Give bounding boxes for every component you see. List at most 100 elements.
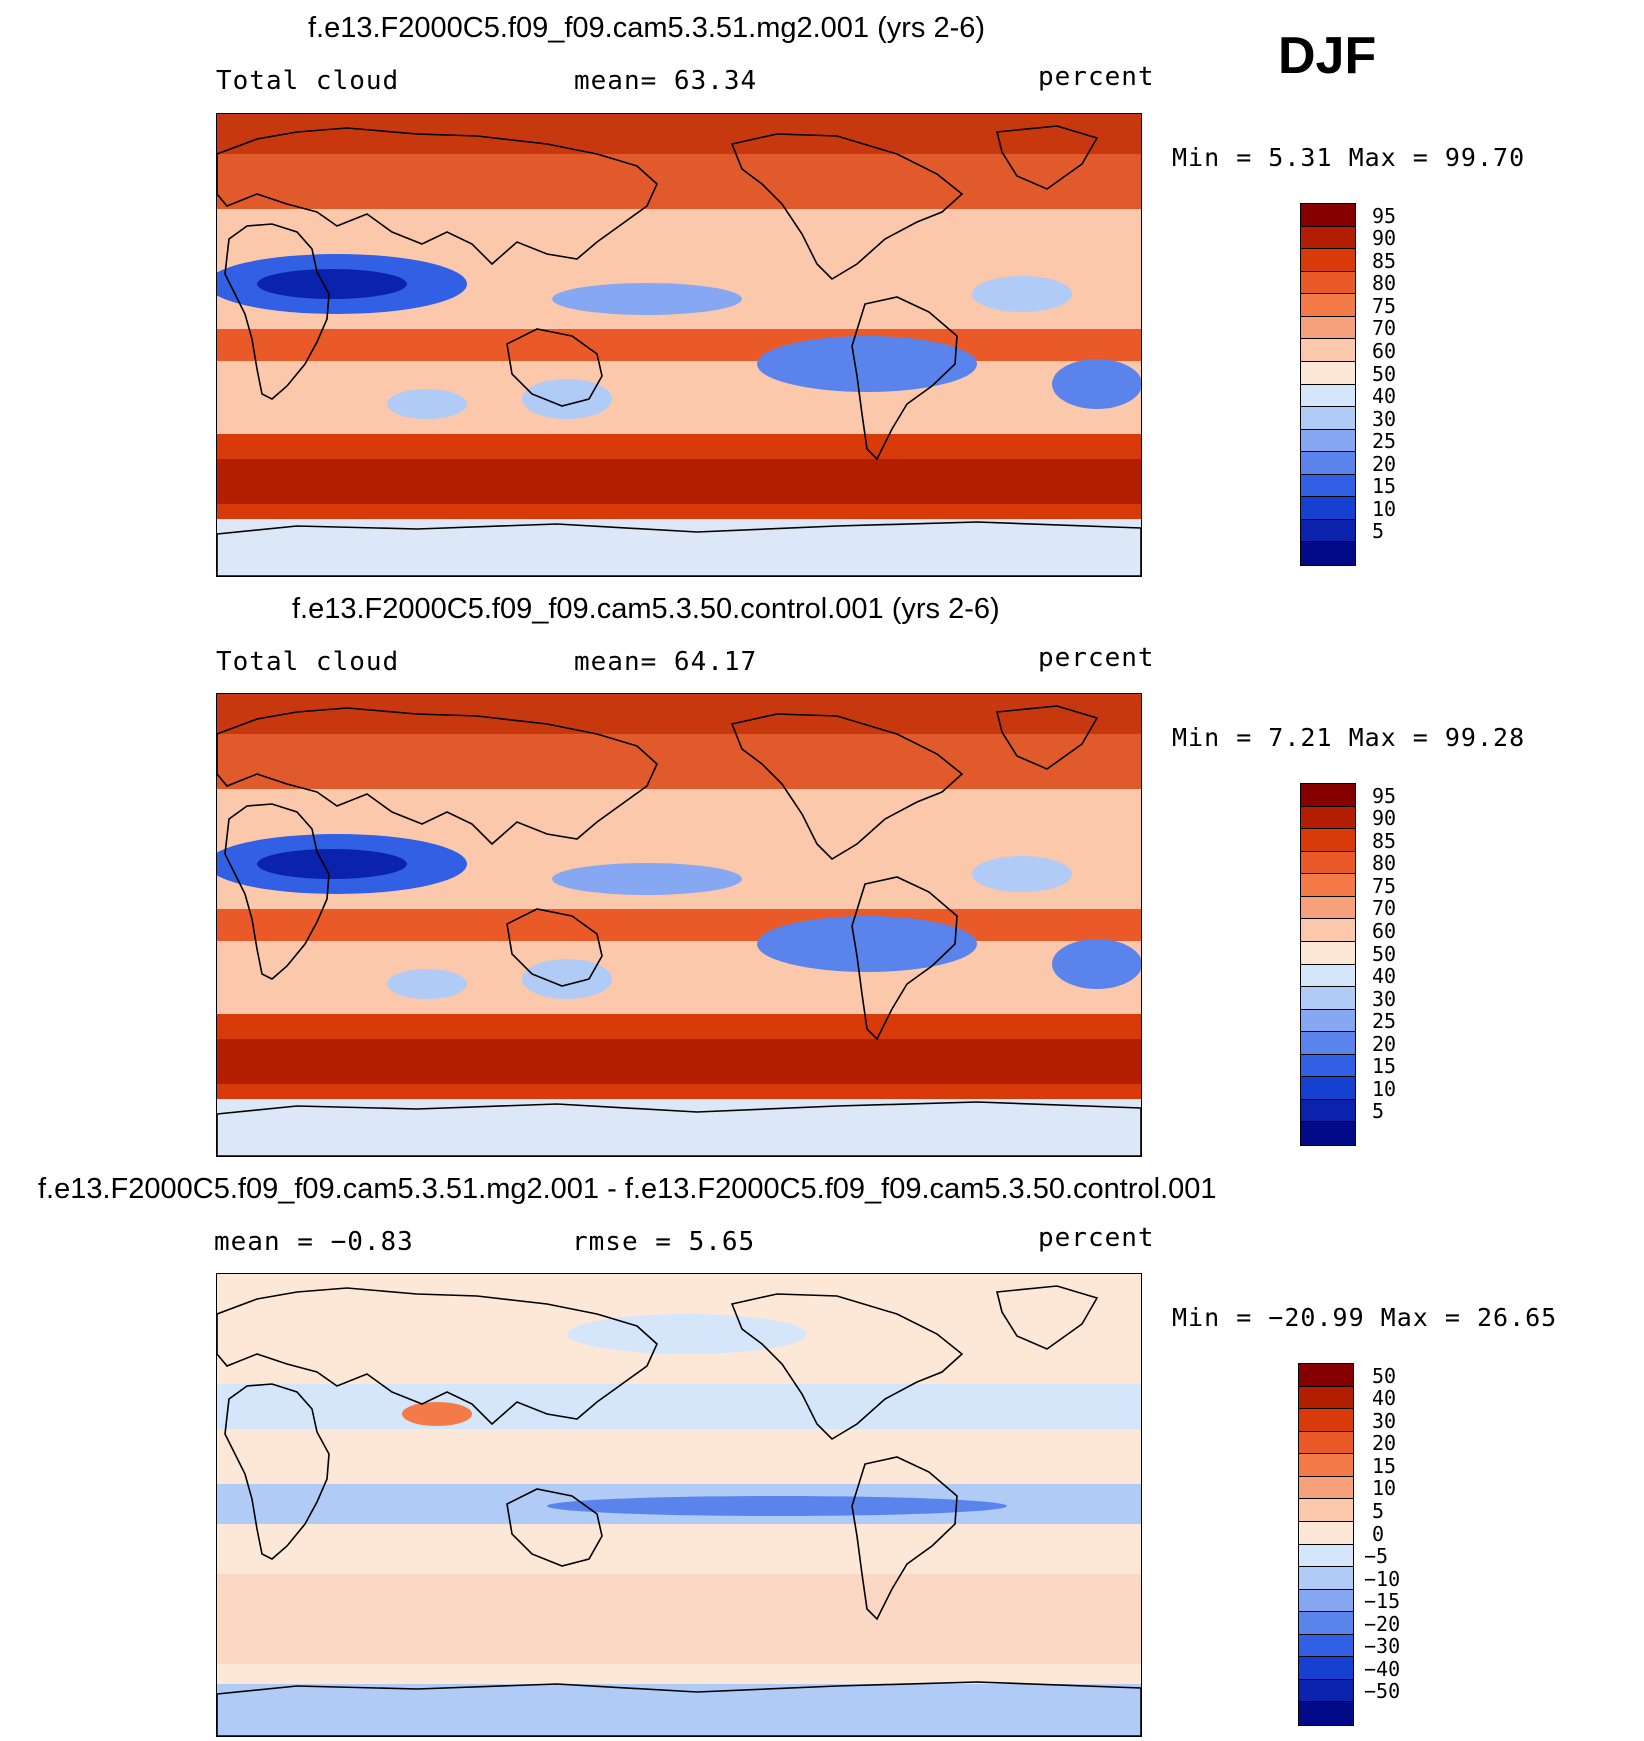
coastline (730, 713, 964, 861)
colorbar-swatch (1299, 1589, 1353, 1613)
indian-ocean-clear (387, 969, 467, 999)
colorbar-swatch (1299, 1634, 1353, 1658)
colorbar-tick-label: 25 (1372, 429, 1397, 454)
colorbar-swatch (1299, 1386, 1353, 1410)
panel-3-map-svg (217, 1274, 1141, 1736)
panel-3-title: f.e13.F2000C5.f09_f09.cam5.3.51.mg2.001 … (38, 1173, 1217, 1205)
colorbar-swatch (1299, 1431, 1353, 1455)
colorbar-swatch (1301, 497, 1355, 520)
coastline (217, 1287, 658, 1426)
colorbar-swatch (1301, 964, 1355, 988)
southern-ocean-core (217, 1039, 1141, 1084)
panel-1-map (216, 113, 1142, 577)
southern-positive-band (217, 1574, 1141, 1664)
colorbar-tick-label: 10 (1372, 1076, 1397, 1101)
colorbar-tick-label: 30 (1372, 986, 1397, 1011)
colorbar-tick-label: 15 (1372, 1054, 1397, 1079)
colorbar-swatch (1301, 1099, 1355, 1123)
colorbar-tick-label: 70 (1372, 896, 1397, 921)
coastline (730, 133, 964, 281)
colorbar-tick-label: 5 (1372, 1498, 1385, 1523)
panel-1-units-label: percent (1038, 62, 1155, 92)
colorbar-swatch (1301, 874, 1355, 897)
colorbar-tick-label: 30 (1372, 406, 1397, 431)
colorbar-tick-label: 95 (1372, 203, 1397, 228)
colorbar-tick-label: −30 (1364, 1634, 1401, 1659)
colorbar-swatch (1301, 407, 1355, 430)
panel-3-units-label: percent (1038, 1223, 1155, 1253)
colorbar-swatch (1301, 1032, 1355, 1055)
coastline (851, 1456, 958, 1621)
subtropical-band (217, 1384, 1141, 1429)
southeast-pacific-clear (757, 916, 977, 972)
colorbar-swatch (1299, 1521, 1353, 1545)
colorbar-swatch (1299, 1476, 1353, 1500)
north-pacific-subtropics (552, 863, 742, 895)
map-field-layer (217, 1274, 1141, 1736)
colorbar-swatch (1301, 1054, 1355, 1078)
colorbar-swatch (1299, 1567, 1353, 1590)
colorbar-swatch (1301, 384, 1355, 408)
colorbar-tick-label: 0 (1372, 1521, 1385, 1546)
panel-1-title: f.e13.F2000C5.f09_f09.cam5.3.51.mg2.001 … (308, 12, 986, 44)
colorbar-swatch (1301, 851, 1355, 875)
colorbar-swatch (1301, 249, 1355, 272)
north-pacific-negative (567, 1314, 807, 1354)
colorbar-swatch (1301, 339, 1355, 362)
colorbar-tick-label: 60 (1372, 918, 1397, 943)
coastline (224, 223, 330, 400)
colorbar-tick-label: 40 (1372, 1386, 1397, 1411)
itcz-band (217, 329, 1141, 361)
colorbar-swatch (1301, 429, 1355, 453)
colorbar-tick-label: 20 (1372, 451, 1397, 476)
coastline (224, 1383, 330, 1560)
colorbar-tick-label: 50 (1372, 941, 1397, 966)
coastline (851, 876, 958, 1041)
colorbar-swatch (1299, 1679, 1353, 1703)
itcz-band (217, 909, 1141, 941)
australia-clear (522, 379, 612, 419)
coastline (506, 1488, 603, 1567)
colorbar-swatch (1301, 271, 1355, 295)
coastline (217, 707, 658, 846)
colorbar-swatch (1299, 1364, 1353, 1387)
map-field-layer (217, 694, 1141, 1156)
colorbar-swatch (1299, 1612, 1353, 1635)
colorbar-swatch (1301, 1009, 1355, 1033)
colorbar-tick-label: 60 (1372, 338, 1397, 363)
colorbar-tick-label: 5 (1372, 519, 1385, 544)
panel-2-title: f.e13.F2000C5.f09_f09.cam5.3.50.control.… (292, 593, 1000, 625)
caribbean-clear (972, 856, 1072, 892)
antarctic-negative (217, 1684, 1141, 1736)
colorbar-tick-label: −40 (1364, 1656, 1401, 1681)
coastline (851, 296, 958, 461)
coastline (217, 521, 1141, 576)
colorbar-swatch (1299, 1657, 1353, 1680)
caribbean-clear (972, 276, 1072, 312)
colorbar-tick-label: 50 (1372, 1363, 1397, 1388)
colorbar-tick-label: 20 (1372, 1431, 1397, 1456)
south-atlantic-clear (1052, 359, 1141, 409)
panel-3-colorbar (1298, 1363, 1354, 1726)
colorbar-tick-label: −10 (1364, 1566, 1401, 1591)
panel-1-colorbar (1300, 203, 1356, 566)
colorbar-swatch (1301, 1077, 1355, 1100)
colorbar-swatch (1301, 361, 1355, 385)
colorbar-tick-label: 75 (1372, 873, 1397, 898)
panel-3-min-max: Min = −20.99 Max = 26.65 (1172, 1303, 1558, 1332)
colorbar-swatch (1301, 452, 1355, 475)
colorbar-swatch (1299, 1544, 1353, 1568)
colorbar-swatch (1301, 204, 1355, 227)
panel-2-map (216, 693, 1142, 1157)
colorbar-swatch (1301, 941, 1355, 965)
southeast-pacific-clear (757, 336, 977, 392)
colorbar-tick-label: 75 (1372, 293, 1397, 318)
pacific-itcz-negative (547, 1496, 1007, 1516)
colorbar-swatch (1299, 1454, 1353, 1477)
panel-3-map (216, 1273, 1142, 1737)
colorbar-tick-label: 85 (1372, 248, 1397, 273)
colorbar-tick-label: 10 (1372, 1476, 1397, 1501)
coastlines (217, 705, 1141, 1156)
colorbar-swatch (1301, 294, 1355, 317)
coastline (995, 125, 1099, 190)
